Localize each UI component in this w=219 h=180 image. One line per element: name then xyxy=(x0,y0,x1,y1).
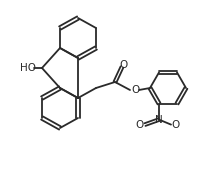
Text: O: O xyxy=(136,120,144,130)
Text: O: O xyxy=(172,120,180,130)
Text: O: O xyxy=(120,60,128,70)
Text: O: O xyxy=(131,85,139,95)
Text: N: N xyxy=(155,115,163,125)
Text: HO: HO xyxy=(20,63,36,73)
